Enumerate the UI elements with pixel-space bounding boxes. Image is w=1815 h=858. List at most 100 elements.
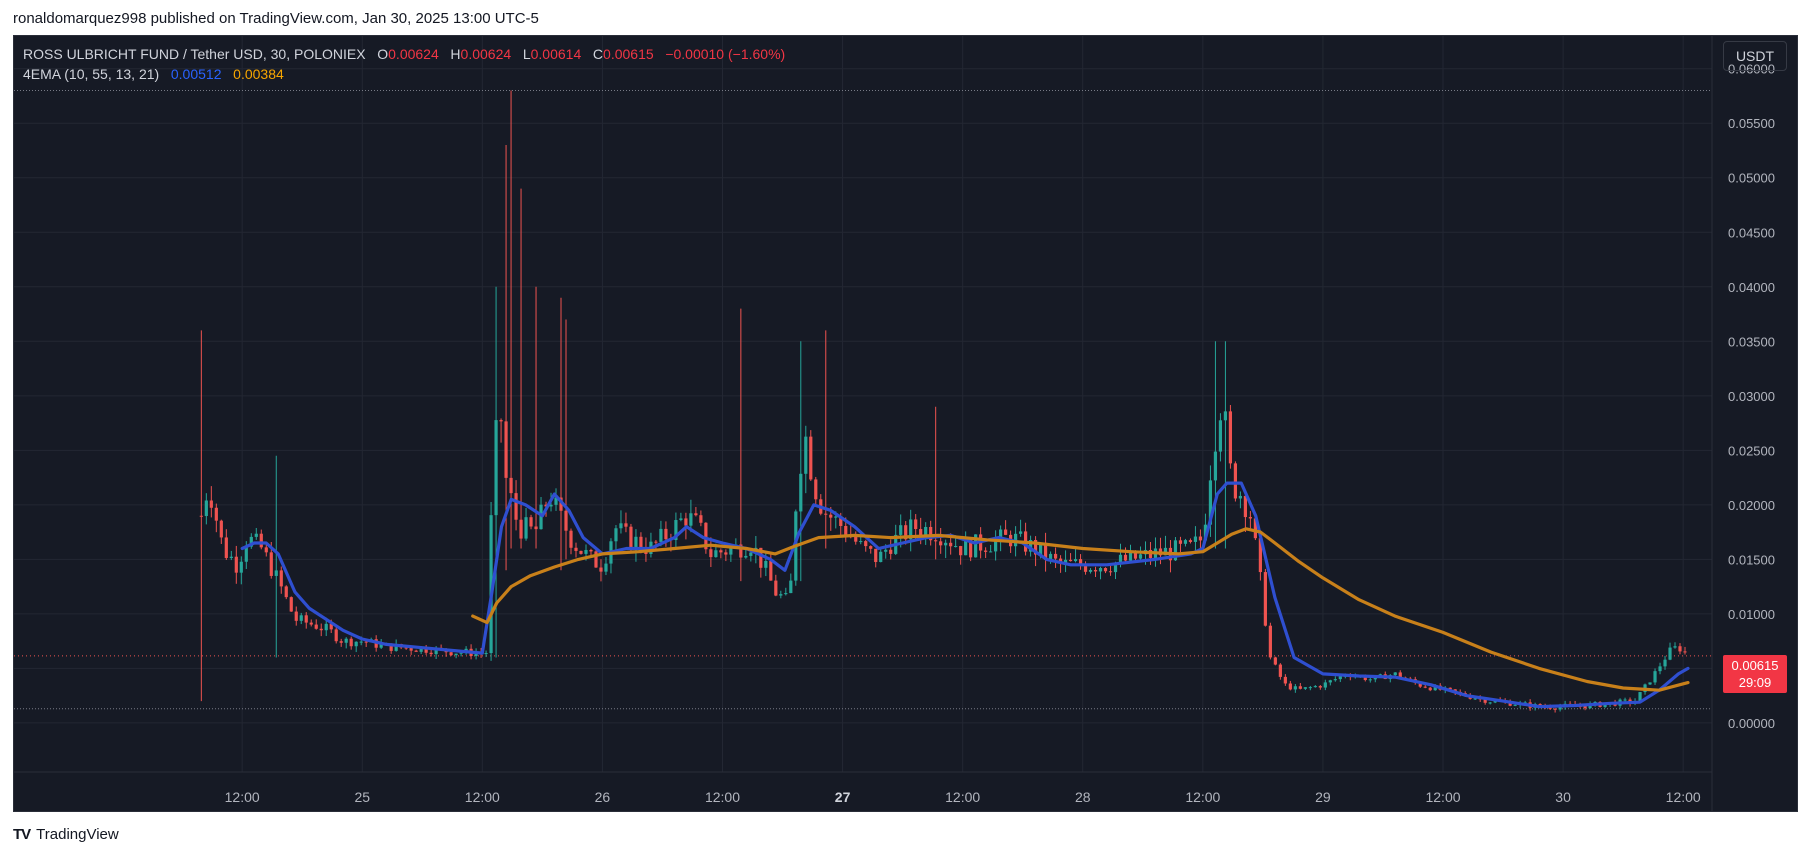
indicator-name[interactable]: 4EMA (10, 55, 13, 21): [23, 66, 160, 82]
candle-down: [1178, 540, 1183, 544]
candle-up: [1218, 420, 1223, 452]
candle-down: [1233, 463, 1238, 499]
candle-up: [354, 641, 358, 647]
candle-down: [869, 546, 873, 549]
candle-down: [594, 551, 598, 568]
candle-down: [564, 510, 568, 531]
symbol-title[interactable]: ROSS ULBRICHT FUND / Tether USD, 30, POL…: [23, 46, 366, 62]
candle-up: [964, 539, 968, 556]
candle-up: [1368, 679, 1372, 681]
candle-down: [1278, 664, 1282, 677]
candle-down: [719, 550, 723, 553]
candle-up: [989, 551, 993, 553]
candle-up: [249, 536, 253, 547]
candle-down: [969, 539, 973, 558]
candle-down: [1243, 495, 1247, 518]
candle-up: [419, 647, 423, 652]
candle-down: [1548, 707, 1552, 709]
candle-up: [994, 539, 998, 552]
candle-up: [1163, 547, 1168, 556]
candle-down: [569, 530, 573, 548]
candle-down: [1043, 542, 1048, 560]
candle-up: [1378, 674, 1382, 676]
candle-up: [749, 552, 753, 556]
candle-up: [299, 615, 303, 621]
candle-up: [1088, 569, 1093, 572]
time-tick-label: 26: [595, 789, 611, 805]
candle-up: [789, 580, 793, 594]
currency-button[interactable]: USDT: [1723, 41, 1787, 71]
candle-down: [364, 641, 368, 643]
candle-up: [924, 526, 928, 537]
candle-down: [319, 628, 323, 631]
candle-down: [294, 611, 298, 621]
candle-down: [429, 652, 433, 655]
candle-down: [639, 536, 643, 550]
candle-up: [1308, 687, 1312, 689]
candle-up: [744, 555, 748, 558]
candle-down: [704, 522, 708, 550]
ema-fast-value: 0.00512: [170, 66, 222, 82]
candle-up: [1433, 685, 1437, 691]
candle-up: [344, 638, 348, 643]
open-label: O: [377, 46, 389, 62]
candle-up: [359, 641, 363, 643]
ohlc-row: ROSS ULBRICHT FUND / Tether USD, 30, POL…: [23, 44, 785, 64]
candle-up: [1018, 531, 1023, 534]
candle-down: [1288, 683, 1292, 690]
time-tick-label: 27: [835, 789, 851, 805]
candle-down: [709, 549, 713, 558]
candle-down: [919, 529, 923, 537]
tradingview-logo-icon[interactable]: TV: [13, 826, 31, 843]
candle-up: [1213, 451, 1218, 481]
candle-down: [874, 548, 878, 563]
candle-down: [449, 652, 453, 656]
candle-up: [674, 520, 678, 541]
candle-down: [1678, 646, 1682, 652]
candle-up: [619, 523, 623, 529]
candle-up: [274, 570, 278, 576]
price-chart[interactable]: 0.000000.005000.010000.015000.020000.025…: [14, 36, 1797, 811]
candle-up: [659, 528, 663, 542]
price-tick-label: 0.04500: [1728, 225, 1775, 240]
candle-up: [1098, 568, 1103, 572]
open-value: 0.00624: [388, 46, 439, 62]
candle-up: [1193, 536, 1198, 542]
candle-down: [289, 597, 293, 612]
candle-down: [544, 504, 548, 507]
candle-down: [724, 552, 728, 555]
candle-down: [699, 515, 703, 523]
candle-up: [999, 529, 1003, 540]
candle-up: [254, 533, 258, 537]
candle-up: [1028, 539, 1033, 552]
candle-up: [1238, 495, 1243, 499]
candle-up: [1653, 671, 1657, 683]
candle-up: [459, 652, 463, 654]
candle-up: [834, 516, 838, 518]
candle-up: [434, 647, 438, 655]
candle-down: [1318, 686, 1322, 688]
candle-up: [799, 473, 803, 512]
footer-brand[interactable]: TradingView: [36, 826, 119, 843]
candle-up: [784, 593, 788, 595]
candle-down: [654, 541, 658, 543]
candle-down: [814, 479, 818, 500]
candle-up: [524, 517, 528, 539]
candle-down: [504, 421, 508, 478]
candle-up: [1128, 550, 1133, 561]
candle-down: [1083, 565, 1088, 572]
candle-up: [1118, 554, 1123, 563]
candle-down: [889, 549, 893, 554]
candle-up: [1208, 480, 1213, 525]
chart-frame[interactable]: 0.000000.005000.010000.015000.020000.025…: [13, 35, 1798, 812]
candle-down: [1198, 536, 1203, 541]
candle-down: [629, 526, 633, 550]
candle-up: [1038, 542, 1043, 555]
candle-down: [929, 526, 933, 541]
candle-down: [534, 526, 538, 530]
candle-up: [1328, 680, 1332, 683]
candle-down: [1188, 540, 1193, 542]
candle-down: [269, 552, 273, 576]
candle-up: [1673, 646, 1677, 648]
candle-down: [844, 525, 848, 537]
